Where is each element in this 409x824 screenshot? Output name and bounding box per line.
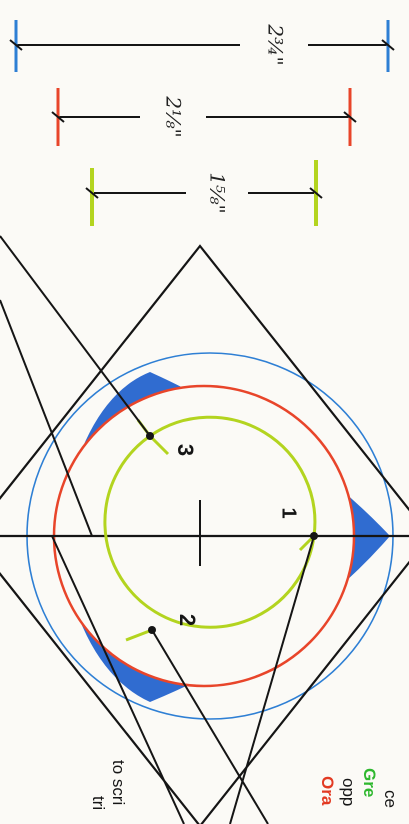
point-2 — [148, 626, 156, 634]
dimension-blue-label: 2¾" — [264, 23, 288, 65]
construction-lines — [0, 235, 315, 824]
side-text-orange: Ora — [318, 776, 337, 806]
point-1 — [310, 532, 318, 540]
side-text-scribe: to scri — [109, 760, 128, 806]
side-text-green: Gre — [360, 768, 379, 798]
dimension-green-label: 1⅝" — [206, 172, 230, 213]
dimension-orange-label: 2⅛" — [162, 95, 186, 137]
side-text-ce: ce — [381, 790, 400, 808]
side-text-opp: opp — [339, 778, 358, 807]
dimension-green: 1⅝" — [85, 160, 323, 226]
diamond-outline — [0, 244, 409, 824]
label-3: 3 — [173, 444, 198, 456]
side-text-tri: tri — [89, 796, 108, 811]
label-1: 1 — [278, 507, 300, 518]
dimension-blue: 2¾" — [9, 20, 395, 72]
dimension-orange: 2⅛" — [51, 88, 357, 146]
point-3 — [146, 432, 154, 440]
label-2: 2 — [175, 614, 200, 626]
